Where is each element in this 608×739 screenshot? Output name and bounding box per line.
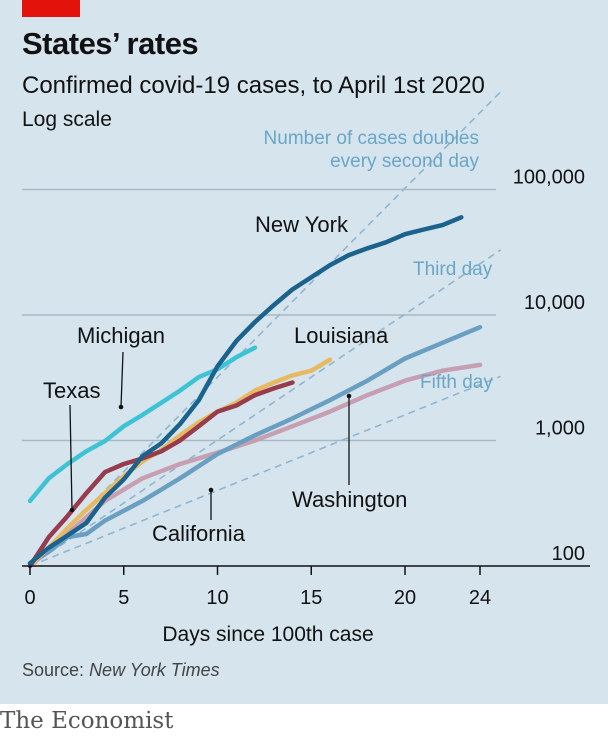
source-label: Source:: [22, 660, 85, 680]
label-third-day: Third day: [413, 259, 493, 280]
label-washington: Washington: [292, 487, 407, 512]
x-axis: [22, 565, 590, 575]
x-tick-label-24: 24: [469, 587, 491, 609]
pointer-michigan: [120, 351, 124, 408]
series-line-new-york: [27, 215, 464, 566]
chart-subtitle: Confirmed covid-19 cases, to April 1st 2…: [22, 72, 485, 99]
series-line-california: [27, 324, 483, 566]
y-tick-label-100000: 100,000: [513, 167, 585, 189]
series-line-louisiana: [27, 357, 333, 569]
x-tick-label-5: 5: [118, 587, 129, 609]
chart-panel: [0, 0, 608, 704]
label-california: California: [152, 521, 246, 546]
label-new-york: New York: [255, 212, 349, 237]
x-tick-label-15: 15: [300, 587, 322, 609]
y-tick-label-10000: 10,000: [524, 292, 585, 314]
x-axis-label: Days since 100th case: [162, 623, 373, 646]
pointer-dot-michigan: [118, 404, 124, 410]
label-fifth-day: Fifth day: [420, 372, 493, 393]
pointer-dot-texas: [69, 507, 75, 513]
source-name: New York Times: [89, 660, 220, 680]
reference-line-3-day: [29, 249, 502, 567]
brand-red-tag: [22, 0, 80, 17]
pointer-dot-california: [208, 487, 214, 493]
reference-lines: [29, 91, 502, 567]
label-texas: Texas: [43, 378, 100, 403]
label-pointers: [69, 351, 352, 520]
source-note: Source: New York Times: [22, 660, 220, 681]
series-labels: New York Michigan Louisiana Texas Washin…: [43, 128, 493, 546]
y-tick-label-100: 100: [552, 543, 585, 565]
label-doubles-line2: every second day: [330, 151, 479, 172]
reference-line-5-day: [29, 375, 501, 567]
chart-title: States’ rates: [22, 26, 199, 61]
line-chart: 100 1,000 10,000 100,000 0 5 10 15 20 24 New York…: [22, 91, 590, 646]
scale-note: Log scale: [22, 108, 112, 131]
data-series: [27, 215, 483, 569]
brand-wordmark: The Economist: [0, 708, 174, 734]
x-tick-label-10: 10: [206, 587, 228, 609]
y-tick-label-1000: 1,000: [535, 418, 585, 440]
x-tick-label-0: 0: [24, 587, 35, 609]
x-tick-label-20: 20: [394, 587, 416, 609]
label-michigan: Michigan: [77, 323, 165, 348]
label-doubles-line1: Number of cases doubles: [264, 128, 479, 149]
reference-line-2-day: [29, 91, 502, 567]
series-line-texas: [27, 380, 295, 569]
tick-labels: 100 1,000 10,000 100,000 0 5 10 15 20 24: [24, 167, 585, 610]
pointer-dot-washington: [346, 393, 352, 399]
pointer-texas: [69, 404, 73, 511]
label-louisiana: Louisiana: [294, 323, 389, 348]
